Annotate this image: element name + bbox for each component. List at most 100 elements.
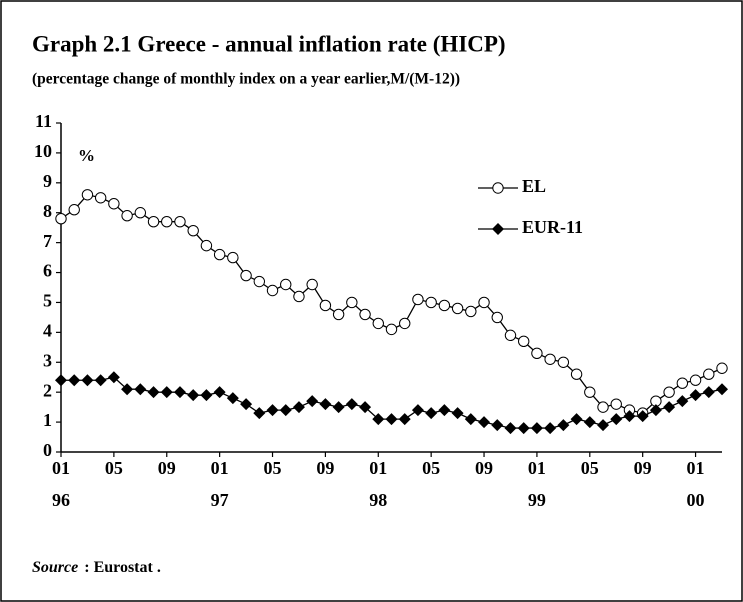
marker: [213, 386, 226, 399]
marker: [240, 269, 252, 282]
marker: [147, 216, 160, 228]
marker: [240, 398, 253, 411]
marker: [187, 389, 200, 402]
marker: [518, 335, 530, 348]
marker: [292, 401, 305, 414]
marker: [94, 192, 107, 204]
source-label: Source: [32, 559, 78, 576]
marker: [636, 410, 649, 423]
marker: [451, 407, 464, 420]
marker: [227, 251, 239, 264]
marker: [68, 204, 80, 216]
y-tick-label: 2: [43, 380, 52, 400]
marker: [465, 305, 477, 318]
marker: [174, 216, 186, 228]
marker: [623, 410, 636, 423]
marker: [583, 416, 596, 429]
marker: [570, 413, 583, 426]
chart-title: Graph 2.1 Greece - annual inflation rate…: [32, 31, 506, 56]
marker: [411, 404, 424, 417]
marker: [531, 347, 543, 359]
chart-subtitle: (percentage change of monthly index on a…: [32, 71, 460, 88]
marker: [716, 362, 728, 374]
series: [55, 189, 728, 419]
marker: [280, 278, 292, 291]
marker: [610, 398, 622, 410]
marker: [266, 284, 279, 297]
marker: [200, 239, 213, 252]
marker: [451, 302, 464, 315]
marker: [570, 368, 583, 380]
marker: [134, 207, 147, 219]
marker: [663, 386, 675, 398]
marker: [491, 311, 503, 324]
marker: [425, 407, 438, 420]
marker: [226, 392, 239, 405]
x-tick-label: 99: [528, 490, 546, 510]
source-text: : Eurostat .: [84, 559, 161, 576]
marker: [81, 189, 94, 201]
marker: [478, 416, 491, 429]
marker: [530, 422, 543, 435]
marker: [597, 419, 610, 432]
marker: [425, 296, 437, 309]
marker: [544, 353, 556, 365]
marker: [345, 398, 358, 411]
y-tick-label: 11: [35, 111, 52, 131]
marker: [703, 368, 715, 380]
marker: [372, 413, 385, 426]
marker: [398, 413, 411, 426]
x-tick-label: 00: [687, 490, 705, 510]
marker: [412, 293, 424, 306]
marker: [200, 389, 213, 402]
marker: [610, 413, 623, 426]
x-tick-label: 01: [369, 458, 387, 478]
marker: [716, 383, 728, 396]
y-tick-label: 7: [43, 231, 52, 251]
y-tick-label: 1: [43, 410, 52, 430]
marker: [266, 404, 279, 417]
x-tick-label: 05: [105, 458, 123, 478]
legend-label: EL: [522, 176, 546, 196]
x-tick-label: 01: [687, 458, 705, 478]
marker: [492, 182, 504, 194]
y-tick-label: 4: [43, 320, 52, 340]
marker: [557, 356, 570, 368]
marker: [293, 290, 305, 303]
marker: [385, 323, 398, 336]
x-tick-label: 05: [422, 458, 440, 478]
marker: [121, 210, 133, 222]
marker: [649, 404, 662, 417]
marker: [438, 404, 451, 417]
y-tick-label: 6: [43, 261, 52, 281]
x-tick-label: 09: [158, 458, 176, 478]
x-tick-label: 98: [369, 490, 387, 510]
marker: [306, 278, 318, 291]
marker: [94, 374, 107, 387]
marker: [147, 386, 160, 399]
marker: [173, 386, 186, 399]
x-tick-label: 09: [316, 458, 334, 478]
marker: [676, 377, 689, 389]
marker: [346, 296, 358, 309]
series: [55, 371, 728, 435]
x-tick-label: 05: [581, 458, 599, 478]
marker: [161, 216, 173, 228]
y-unit: %: [78, 146, 95, 165]
marker: [81, 374, 94, 387]
marker: [55, 374, 67, 387]
marker: [544, 422, 557, 435]
marker: [676, 395, 689, 408]
marker: [121, 383, 134, 396]
x-tick-label: 97: [211, 490, 229, 510]
y-tick-label: 8: [43, 201, 52, 221]
x-tick-label: 09: [634, 458, 652, 478]
marker: [464, 413, 477, 426]
marker: [55, 213, 67, 225]
marker: [504, 422, 517, 435]
marker: [557, 419, 570, 432]
marker: [492, 223, 504, 235]
